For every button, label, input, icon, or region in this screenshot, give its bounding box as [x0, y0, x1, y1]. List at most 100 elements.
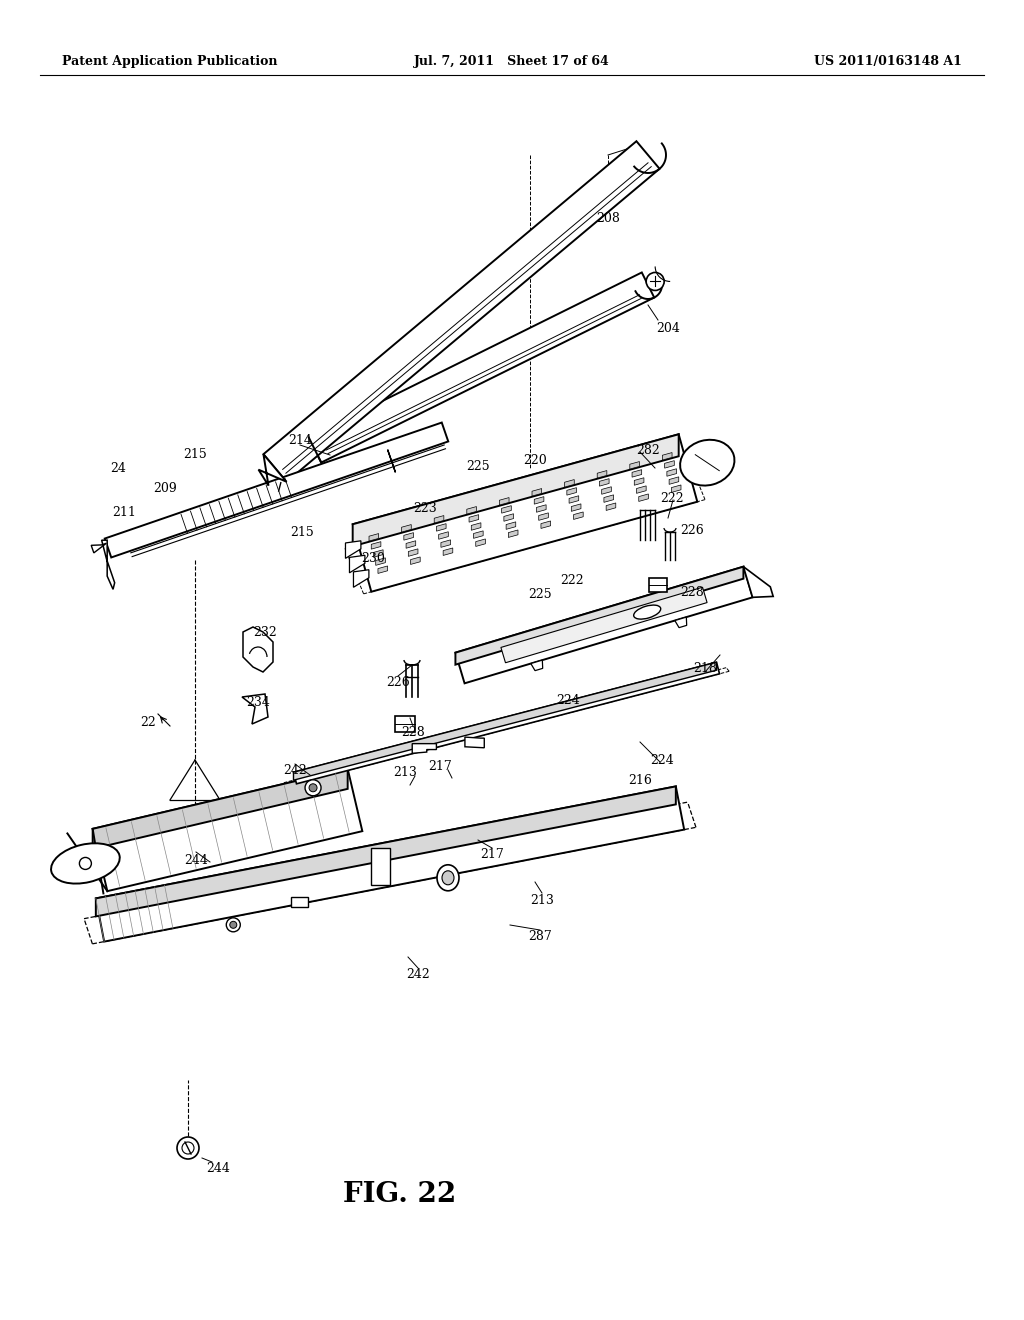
- Polygon shape: [345, 541, 360, 558]
- Polygon shape: [473, 531, 483, 539]
- Polygon shape: [539, 513, 549, 520]
- Polygon shape: [91, 544, 106, 553]
- Polygon shape: [411, 557, 420, 565]
- Polygon shape: [571, 504, 581, 511]
- Polygon shape: [407, 541, 416, 548]
- Polygon shape: [409, 549, 418, 556]
- Polygon shape: [352, 434, 697, 591]
- Polygon shape: [564, 479, 574, 487]
- Circle shape: [646, 272, 665, 290]
- FancyBboxPatch shape: [395, 715, 415, 733]
- Polygon shape: [469, 515, 478, 523]
- Polygon shape: [92, 768, 362, 891]
- Polygon shape: [532, 488, 542, 496]
- Polygon shape: [630, 462, 639, 469]
- Text: 213: 213: [530, 894, 554, 907]
- Text: 215: 215: [290, 525, 314, 539]
- Polygon shape: [349, 556, 365, 573]
- Text: 228: 228: [401, 726, 425, 738]
- Polygon shape: [456, 566, 743, 665]
- Polygon shape: [352, 434, 679, 546]
- Text: Patent Application Publication: Patent Application Publication: [62, 55, 278, 69]
- Text: US 2011/0163148 A1: US 2011/0163148 A1: [814, 55, 962, 69]
- Text: 230: 230: [361, 552, 385, 565]
- Polygon shape: [438, 532, 449, 540]
- Text: 217: 217: [428, 759, 452, 772]
- Text: 224: 224: [556, 693, 580, 706]
- Polygon shape: [669, 477, 679, 484]
- Text: 226: 226: [680, 524, 703, 536]
- Circle shape: [80, 858, 91, 870]
- Polygon shape: [637, 486, 646, 494]
- Polygon shape: [371, 847, 390, 884]
- Polygon shape: [508, 529, 518, 537]
- Polygon shape: [309, 272, 654, 462]
- Polygon shape: [504, 513, 513, 521]
- Polygon shape: [441, 540, 451, 548]
- Polygon shape: [501, 587, 708, 663]
- Text: 211: 211: [112, 506, 136, 519]
- Text: 204: 204: [656, 322, 680, 334]
- Circle shape: [309, 784, 317, 792]
- Text: 234: 234: [246, 696, 270, 709]
- Polygon shape: [602, 487, 611, 494]
- Text: 244: 244: [206, 1162, 230, 1175]
- Polygon shape: [530, 660, 543, 671]
- Polygon shape: [388, 450, 395, 473]
- Polygon shape: [374, 549, 383, 557]
- Polygon shape: [597, 470, 607, 478]
- Circle shape: [226, 917, 241, 932]
- Polygon shape: [502, 506, 511, 513]
- Text: 217: 217: [480, 849, 504, 862]
- Polygon shape: [378, 566, 388, 573]
- Text: 242: 242: [283, 763, 307, 776]
- Polygon shape: [667, 469, 677, 477]
- Polygon shape: [403, 533, 414, 540]
- Text: 215: 215: [183, 449, 207, 462]
- Polygon shape: [567, 487, 577, 495]
- Circle shape: [177, 1137, 199, 1159]
- Polygon shape: [104, 422, 449, 557]
- Polygon shape: [401, 524, 412, 532]
- Polygon shape: [632, 470, 642, 477]
- Polygon shape: [242, 694, 268, 723]
- Polygon shape: [413, 743, 436, 754]
- Polygon shape: [263, 141, 659, 482]
- Polygon shape: [672, 484, 681, 492]
- Text: 225: 225: [466, 459, 489, 473]
- Ellipse shape: [634, 605, 660, 619]
- Polygon shape: [96, 787, 676, 916]
- Polygon shape: [471, 523, 481, 531]
- Polygon shape: [353, 570, 369, 587]
- Polygon shape: [436, 524, 446, 531]
- Polygon shape: [535, 496, 544, 504]
- Polygon shape: [569, 496, 579, 503]
- Text: 22: 22: [140, 715, 156, 729]
- Text: 213: 213: [393, 766, 417, 779]
- Polygon shape: [456, 566, 753, 684]
- Circle shape: [305, 780, 322, 796]
- Polygon shape: [537, 504, 546, 512]
- Text: 225: 225: [528, 589, 552, 602]
- Polygon shape: [372, 541, 381, 549]
- Ellipse shape: [442, 871, 454, 884]
- Ellipse shape: [437, 865, 459, 891]
- Polygon shape: [294, 663, 717, 780]
- Text: 224: 224: [650, 754, 674, 767]
- Text: 24: 24: [110, 462, 126, 474]
- Polygon shape: [541, 521, 551, 528]
- Polygon shape: [599, 479, 609, 486]
- Polygon shape: [243, 627, 273, 672]
- Polygon shape: [573, 512, 584, 520]
- Polygon shape: [743, 566, 773, 598]
- Polygon shape: [465, 737, 484, 748]
- Polygon shape: [92, 768, 348, 849]
- Polygon shape: [369, 533, 379, 541]
- Polygon shape: [634, 478, 644, 486]
- Text: 244: 244: [184, 854, 208, 866]
- Text: 209: 209: [154, 482, 177, 495]
- Polygon shape: [294, 663, 720, 784]
- Text: 222: 222: [660, 491, 684, 504]
- Polygon shape: [663, 453, 672, 461]
- Polygon shape: [506, 521, 516, 529]
